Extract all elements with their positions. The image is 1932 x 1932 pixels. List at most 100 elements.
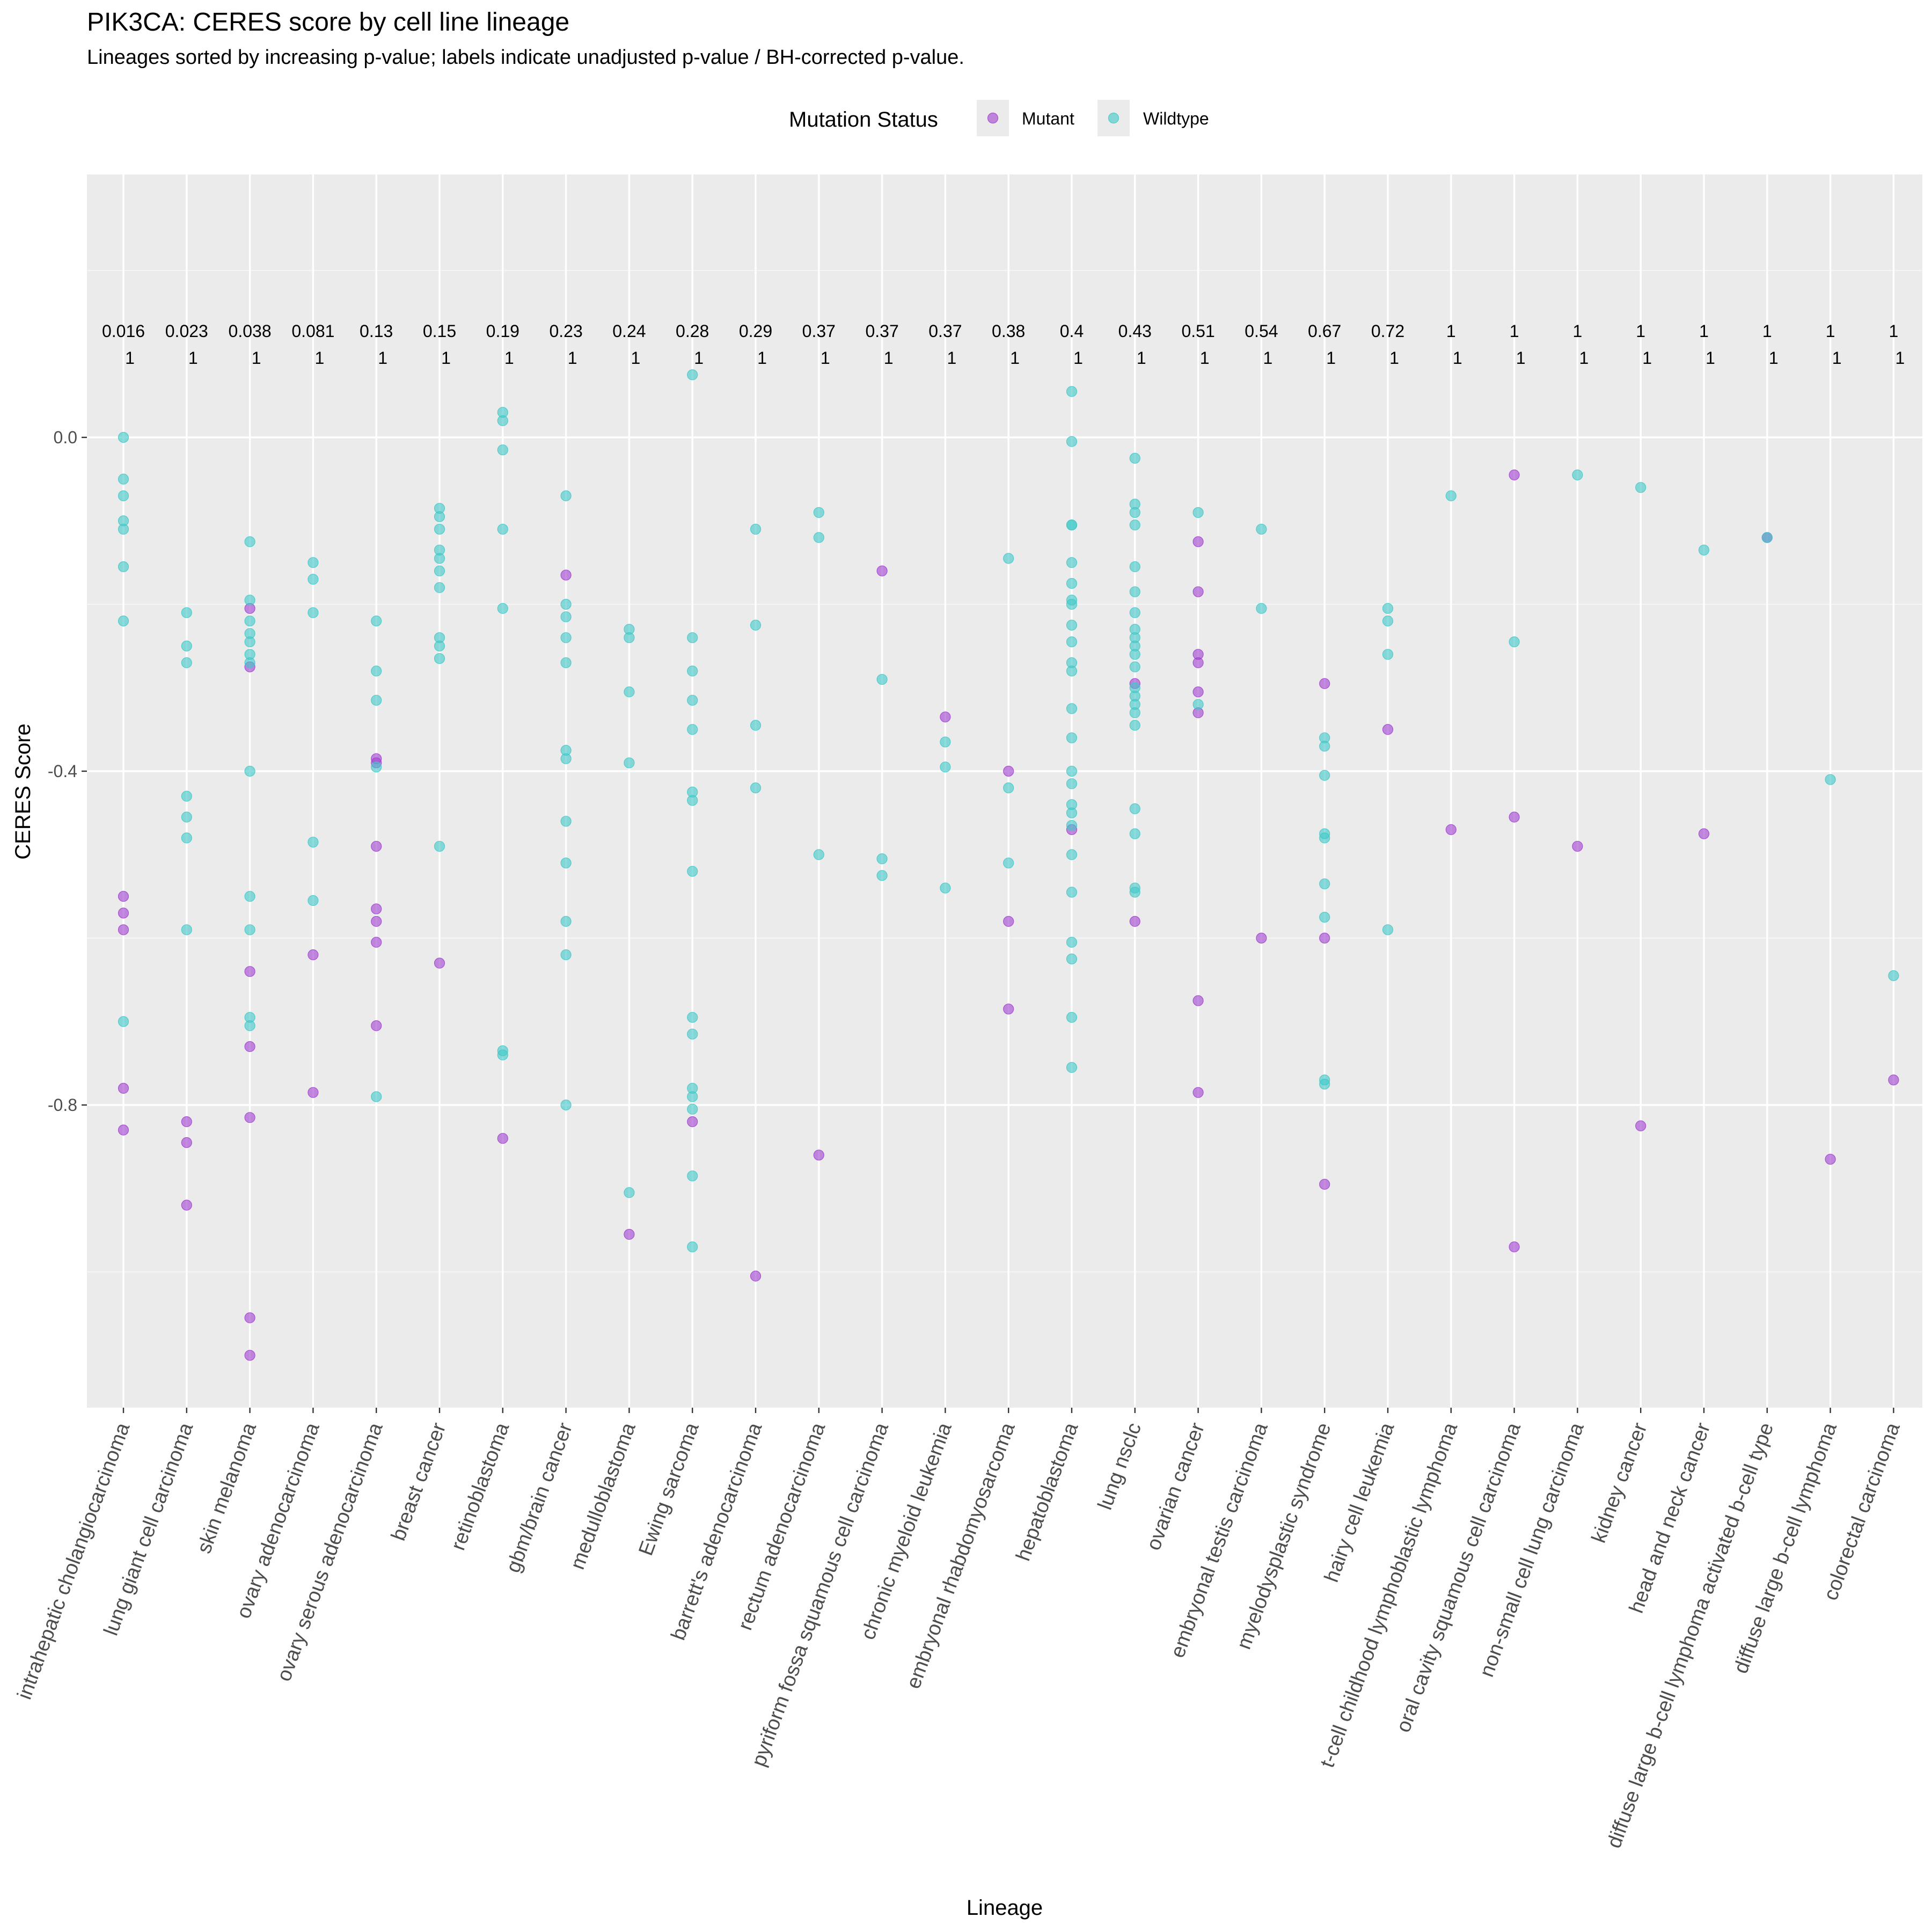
pvalue-unadjusted-label: 0.4 xyxy=(1060,321,1084,341)
y-tick-label: -0.8 xyxy=(48,1095,77,1115)
point-wildtype xyxy=(181,607,192,618)
pvalue-unadjusted-label: 0.54 xyxy=(1245,321,1278,341)
point-mutant xyxy=(181,1199,192,1211)
x-tick-label: embryonal rhabdomyosarcoma xyxy=(902,1419,1020,1692)
point-mutant xyxy=(560,569,572,581)
point-wildtype xyxy=(876,870,888,881)
point-mutant xyxy=(1192,686,1204,698)
point-wildtype xyxy=(750,523,762,535)
series-wildtype xyxy=(118,369,1899,1253)
point-wildtype xyxy=(308,895,319,906)
point-wildtype xyxy=(371,762,382,773)
point-wildtype xyxy=(181,832,192,844)
point-mutant xyxy=(1319,678,1330,689)
point-wildtype xyxy=(750,720,762,731)
point-wildtype xyxy=(308,607,319,618)
point-wildtype xyxy=(687,1028,698,1040)
legend-label-wildtype: Wildtype xyxy=(1143,109,1209,128)
pvalue-unadjusted-label: 0.29 xyxy=(739,321,772,341)
point-wildtype xyxy=(560,490,572,501)
point-wildtype xyxy=(1066,849,1078,860)
pvalue-bh-label: 1 xyxy=(757,348,767,368)
point-mutant xyxy=(1572,840,1583,852)
point-wildtype xyxy=(497,603,508,614)
point-wildtype xyxy=(244,1020,255,1031)
point-wildtype xyxy=(560,632,572,643)
point-mutant xyxy=(687,1116,698,1128)
point-wildtype xyxy=(813,507,824,518)
pvalue-bh-label: 1 xyxy=(1326,348,1336,368)
x-axis-title: Lineage xyxy=(967,1896,1043,1920)
point-wildtype xyxy=(371,615,382,627)
pvalue-unadjusted-label: 0.28 xyxy=(676,321,709,341)
point-wildtype xyxy=(1003,857,1014,869)
point-wildtype xyxy=(1129,720,1140,731)
point-wildtype xyxy=(434,582,445,594)
point-mutant xyxy=(1192,586,1204,597)
point-wildtype xyxy=(434,553,445,564)
point-wildtype xyxy=(876,674,888,685)
pvalue-bh-label: 1 xyxy=(441,348,451,368)
point-mutant xyxy=(1256,932,1267,944)
pvalue-bh-label: 1 xyxy=(884,348,894,368)
point-wildtype xyxy=(1066,598,1078,610)
point-mutant xyxy=(1509,1241,1520,1253)
point-wildtype xyxy=(181,924,192,935)
point-mutant xyxy=(813,1150,824,1161)
point-wildtype xyxy=(1319,912,1330,923)
point-wildtype xyxy=(687,795,698,806)
point-wildtype xyxy=(1066,936,1078,948)
point-mutant xyxy=(940,711,951,723)
chart-subtitle: Lineages sorted by increasing p-value; l… xyxy=(87,46,964,69)
point-wildtype xyxy=(1066,807,1078,818)
point-mutant xyxy=(118,1082,129,1094)
pvalue-bh-label: 1 xyxy=(1579,348,1589,368)
point-wildtype xyxy=(687,724,698,735)
point-wildtype xyxy=(940,736,951,748)
point-mutant xyxy=(1888,1074,1899,1086)
pvalue-unadjusted-label: 0.081 xyxy=(291,321,334,341)
point-wildtype xyxy=(876,853,888,865)
point-wildtype xyxy=(1066,557,1078,568)
point-wildtype xyxy=(1129,607,1140,618)
point-wildtype xyxy=(1635,482,1646,493)
x-tick-label: hepatoblastoma xyxy=(1012,1419,1083,1564)
point-wildtype xyxy=(560,816,572,827)
pvalue-bh-label: 1 xyxy=(694,348,704,368)
point-wildtype xyxy=(434,840,445,852)
pvalue-bh-label: 1 xyxy=(821,348,830,368)
pvalue-unadjusted-label: 0.23 xyxy=(549,321,582,341)
point-wildtype xyxy=(1129,649,1140,660)
point-wildtype xyxy=(118,490,129,501)
point-mutant xyxy=(244,1041,255,1052)
point-wildtype xyxy=(1066,386,1078,397)
point-mutant xyxy=(624,1228,635,1240)
point-mutant xyxy=(1192,536,1204,547)
legend: Mutation Status Mutant Wildtype xyxy=(789,100,1209,136)
pvalue-unadjusted-label: 0.72 xyxy=(1371,321,1404,341)
point-wildtype xyxy=(813,532,824,543)
pvalue-bh-label: 1 xyxy=(1896,348,1905,368)
point-wildtype xyxy=(497,415,508,427)
point-wildtype xyxy=(181,640,192,652)
pvalue-unadjusted-label: 0.19 xyxy=(486,321,519,341)
point-wildtype xyxy=(1572,469,1583,481)
point-mutant xyxy=(371,903,382,914)
pvalue-unadjusted-label: 0.24 xyxy=(612,321,646,341)
point-mutant xyxy=(244,1312,255,1323)
pvalue-unadjusted-label: 1 xyxy=(1826,321,1835,341)
point-wildtype xyxy=(1129,707,1140,719)
point-wildtype xyxy=(1256,523,1267,535)
pvalue-bh-label: 1 xyxy=(315,348,325,368)
point-wildtype xyxy=(1066,665,1078,677)
pvalue-bh-label: 1 xyxy=(1073,348,1083,368)
point-wildtype xyxy=(1761,532,1773,543)
point-mutant xyxy=(497,1133,508,1144)
point-mutant xyxy=(244,1112,255,1123)
point-wildtype xyxy=(1066,953,1078,964)
point-wildtype xyxy=(244,891,255,902)
point-wildtype xyxy=(687,632,698,643)
x-tick-label: breast cancer xyxy=(387,1419,450,1543)
point-mutant xyxy=(244,1350,255,1361)
pvalue-bh-label: 1 xyxy=(378,348,387,368)
